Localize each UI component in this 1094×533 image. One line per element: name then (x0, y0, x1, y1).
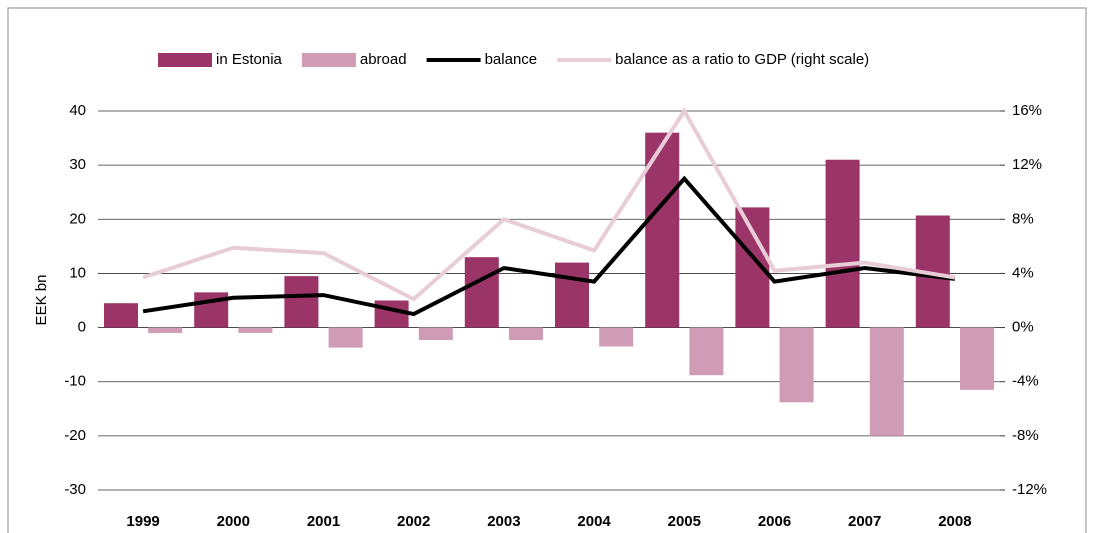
x-tick-label: 2006 (758, 513, 791, 530)
bar (555, 262, 589, 328)
bar (599, 327, 634, 347)
x-tick-label: 1999 (126, 513, 159, 530)
x-tick-label: 2005 (668, 513, 701, 530)
legend-label: balance (485, 51, 538, 68)
y-tick-label: -20 (64, 427, 86, 444)
bar (104, 303, 138, 328)
y2-tick-label: 0% (1012, 319, 1034, 336)
x-tick-label: 2000 (217, 513, 250, 530)
x-tick-label: 2007 (848, 513, 881, 530)
bar (238, 327, 273, 333)
y2-tick-label: -4% (1012, 373, 1039, 390)
y2-tick-label: -12% (1012, 481, 1047, 498)
x-tick-label: 2001 (307, 513, 340, 530)
bar (284, 276, 319, 328)
x-tick-label: 2004 (577, 513, 611, 530)
x-tick-label: 2002 (397, 513, 430, 530)
legend-label: in Estonia (216, 51, 283, 68)
y-tick-label: -10 (64, 373, 86, 390)
y2-tick-label: 12% (1012, 156, 1042, 173)
y-tick-label: 40 (69, 102, 86, 119)
y2-tick-label: 8% (1012, 210, 1034, 227)
line (142, 107, 956, 302)
frame (7, 7, 1087, 533)
legend-swatch (158, 53, 212, 67)
bar (374, 300, 409, 328)
y-tick-label: -30 (64, 481, 86, 498)
bar (509, 327, 543, 341)
y-axis-label: EEK bn (33, 275, 50, 326)
y2-tick-label: 4% (1012, 264, 1034, 281)
line (142, 175, 956, 317)
y-tick-label: 10 (69, 264, 86, 281)
bar (825, 159, 860, 328)
y-tick-label: 20 (69, 210, 86, 227)
y-tick-label: 30 (69, 156, 86, 173)
y-tick-label: 0 (78, 319, 86, 336)
legend-label: abroad (360, 51, 407, 68)
x-tick-label: 2003 (487, 513, 520, 530)
bar (779, 327, 814, 403)
x-tick-label: 2008 (938, 513, 971, 530)
y2-tick-label: -8% (1012, 427, 1039, 444)
y2-tick-label: 16% (1012, 102, 1042, 119)
bar (418, 327, 453, 341)
bar (869, 327, 904, 436)
legend-label: balance as a ratio to GDP (right scale) (615, 51, 869, 68)
bar (464, 257, 499, 328)
bar (148, 327, 183, 333)
bar (689, 327, 724, 376)
legend-swatch (301, 53, 356, 67)
bar (328, 327, 363, 348)
bar (960, 327, 994, 390)
